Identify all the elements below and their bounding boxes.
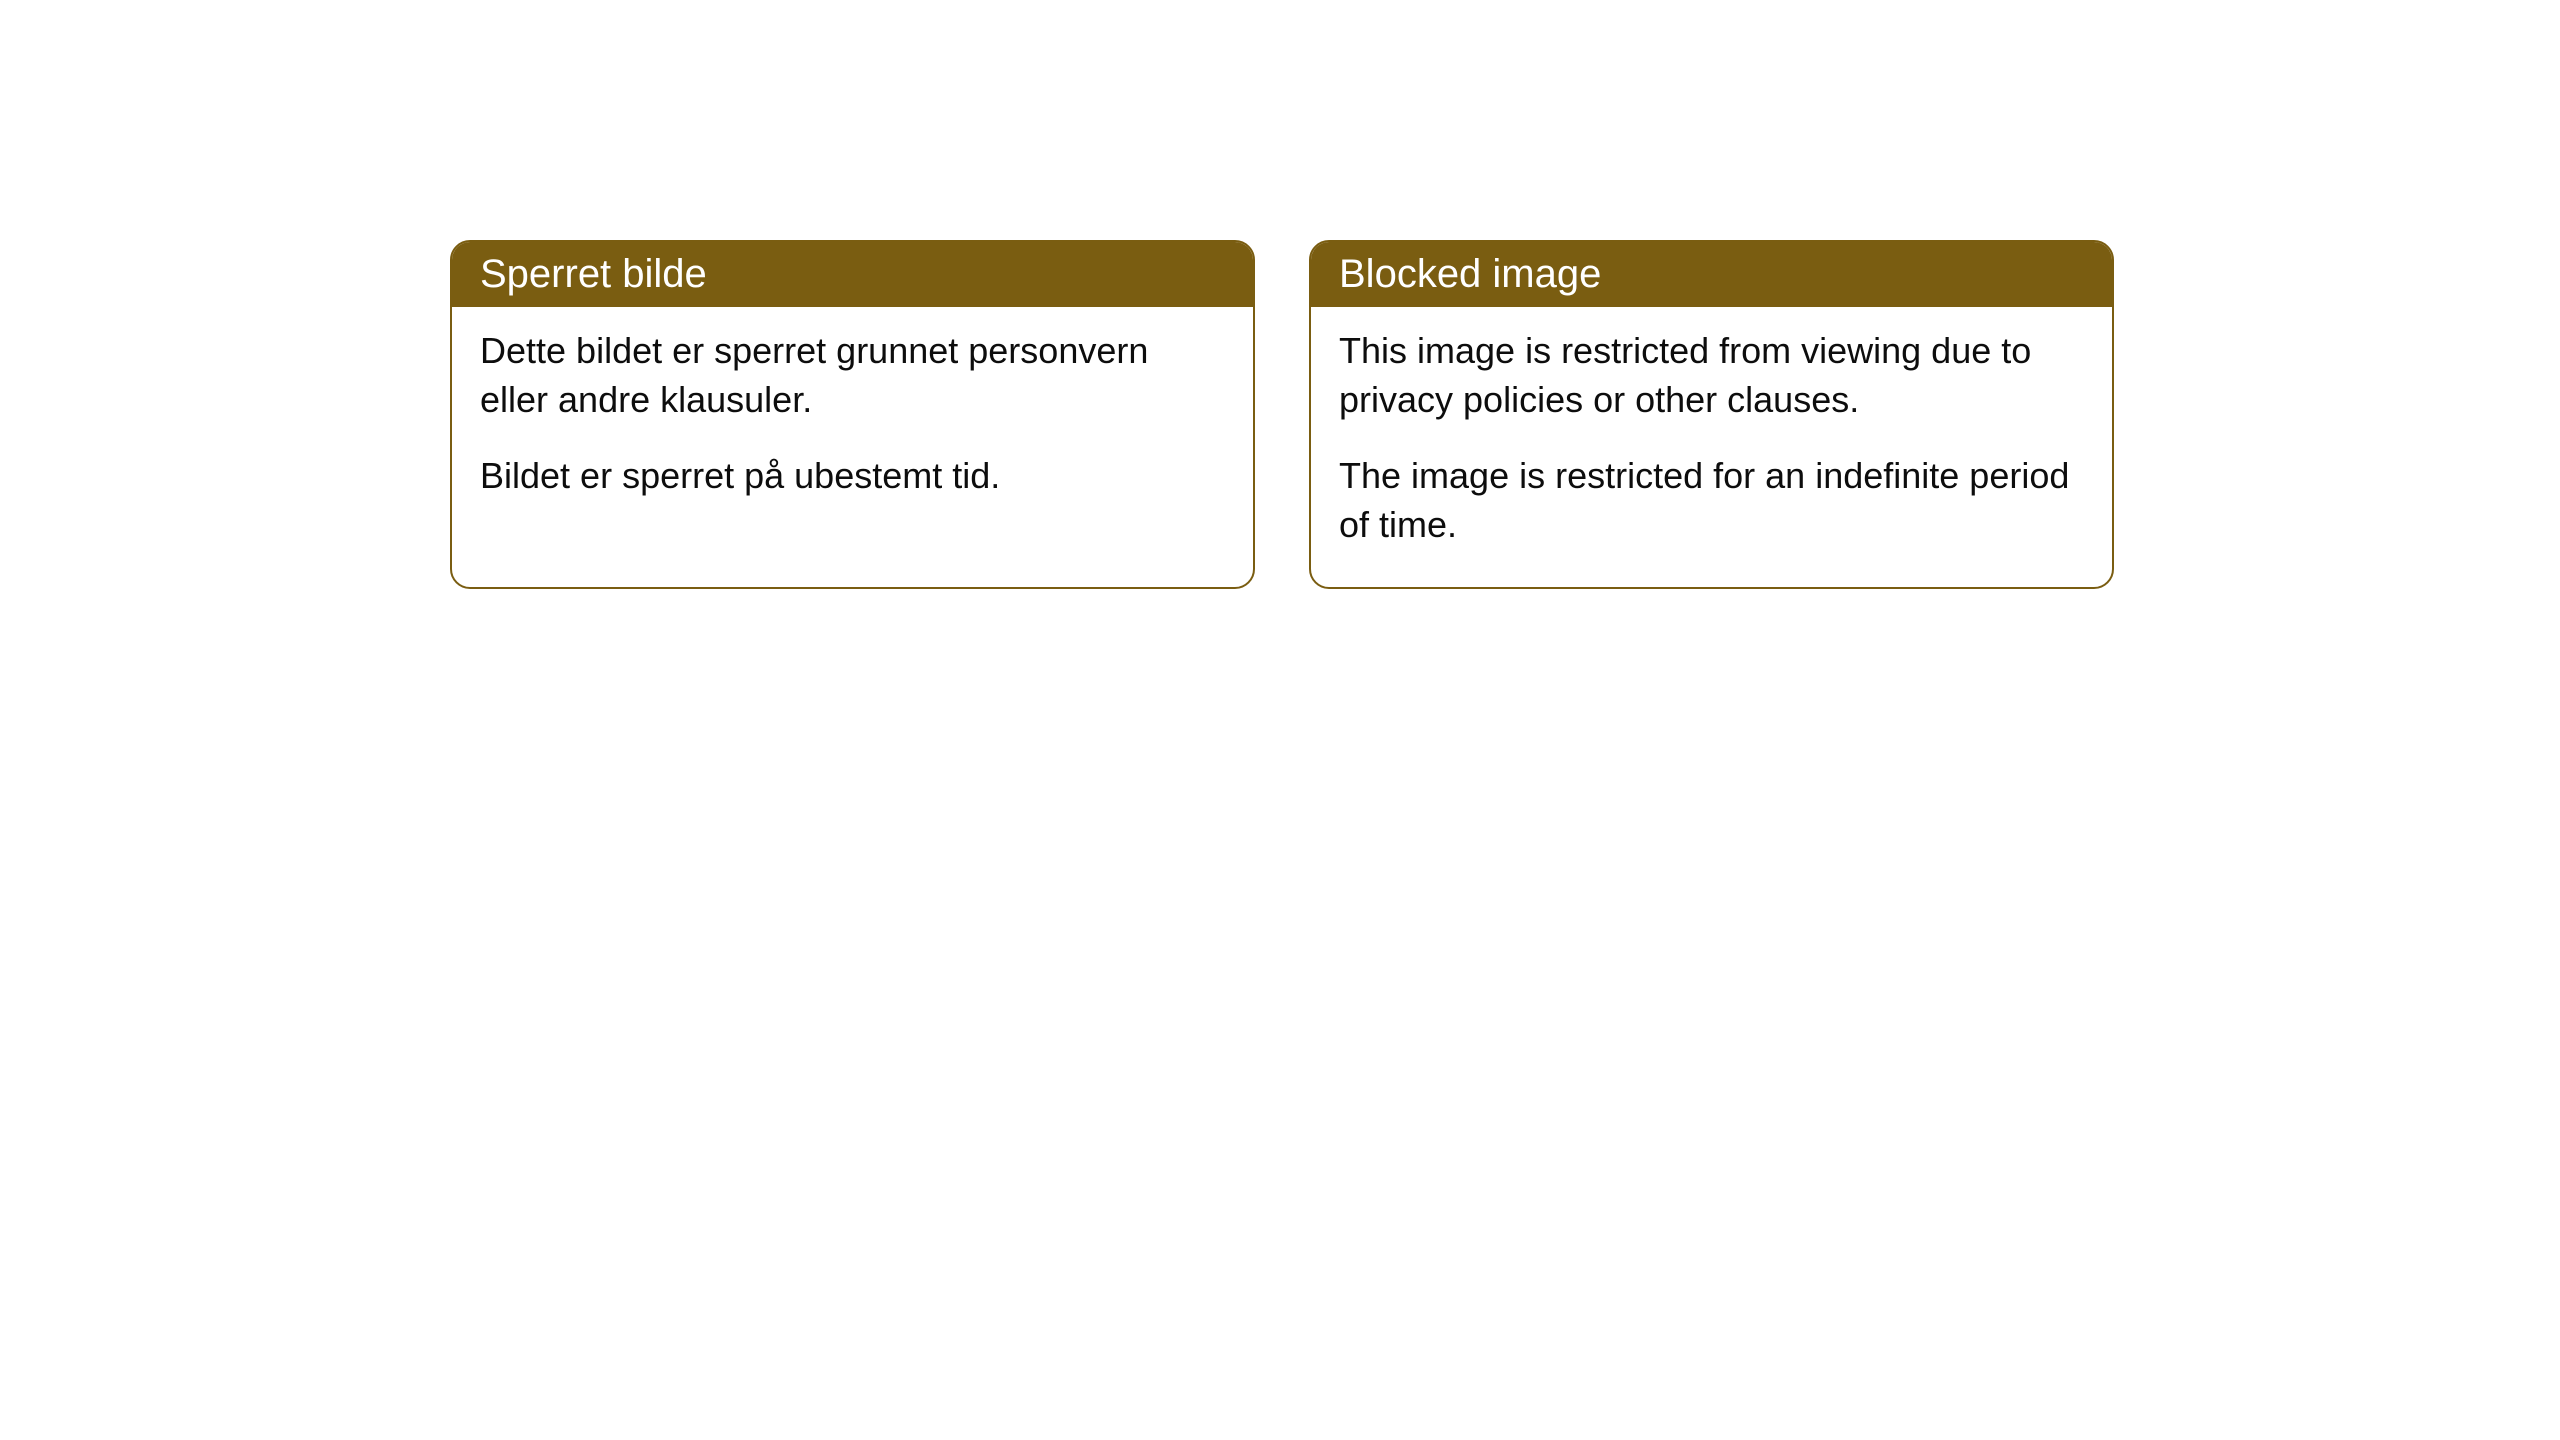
card-title: Blocked image: [1339, 252, 1601, 296]
card-paragraph-1: Dette bildet er sperret grunnet personve…: [480, 327, 1225, 424]
card-body: Dette bildet er sperret grunnet personve…: [452, 307, 1253, 539]
card-header: Blocked image: [1311, 242, 2112, 307]
card-paragraph-2: Bildet er sperret på ubestemt tid.: [480, 452, 1225, 501]
card-paragraph-1: This image is restricted from viewing du…: [1339, 327, 2084, 424]
card-body: This image is restricted from viewing du…: [1311, 307, 2112, 587]
card-header: Sperret bilde: [452, 242, 1253, 307]
blocked-image-card-no: Sperret bilde Dette bildet er sperret gr…: [450, 240, 1255, 589]
blocked-image-card-en: Blocked image This image is restricted f…: [1309, 240, 2114, 589]
notice-cards-container: Sperret bilde Dette bildet er sperret gr…: [450, 240, 2114, 589]
card-title: Sperret bilde: [480, 252, 707, 296]
card-paragraph-2: The image is restricted for an indefinit…: [1339, 452, 2084, 549]
